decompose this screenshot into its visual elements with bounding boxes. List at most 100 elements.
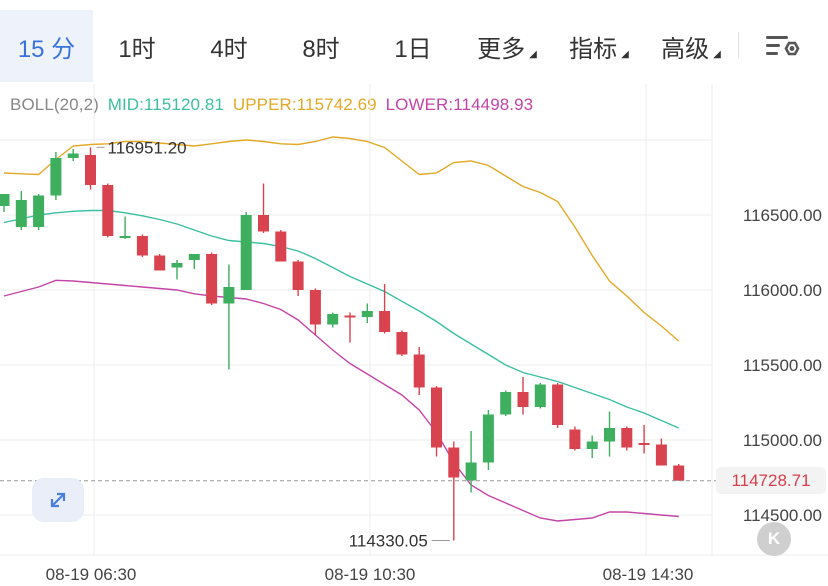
boll-upper-line [3,136,680,342]
chart-settings-icon[interactable] [762,30,802,64]
candle-body [673,465,685,481]
tab-label: 高级 [661,35,710,63]
candle-up [534,383,546,409]
y-axis-tick-label: 115000.00 [743,431,822,450]
candle-body [361,311,373,317]
candle-up [50,152,62,200]
candle-down [309,288,321,335]
tab-label: 4时 [210,35,248,63]
tab-advanced[interactable]: 高级 ◢ [650,10,732,82]
candlestick-chart[interactable]: 116951.20 114330.05 116500.00 116000.00 115… [0,84,828,586]
tab-label: 1日 [394,35,432,63]
candle-down [552,383,564,428]
candle-body [431,387,442,448]
candle-body [621,428,633,448]
tab-indicators[interactable]: 指标 ◢ [558,10,640,82]
candle-up [604,411,615,457]
candle-body [500,392,512,415]
boll-lower-line [3,279,679,522]
candle-up [188,254,200,269]
candle-body [569,429,581,449]
candle-body [171,263,183,268]
candle-down [102,183,114,238]
tab-4h[interactable]: 4时 [192,10,266,82]
candle-down [655,438,667,466]
chart-axes: 116500.00 116000.00 115500.00 115000.00 1145… [46,206,822,584]
candle-up [240,212,252,290]
tab-divider [738,32,739,58]
candle-down [396,330,408,356]
candle-down [673,464,685,481]
candle-down [569,426,581,451]
candle-body [586,441,598,449]
candle-down [621,426,633,451]
candle-body [15,200,27,227]
candle-down [379,284,391,334]
tab-8h[interactable]: 8时 [284,10,358,82]
chart-overlays: 116951.20 114330.05 [0,138,716,550]
tab-1h[interactable]: 1时 [100,10,174,82]
chart-grid [0,84,828,556]
boll-label: BOLL(20,2) [10,95,99,114]
candle-body [67,153,79,158]
boll-upper-value: UPPER:115742.69 [232,95,377,114]
y-axis-tick-label: 114500.00 [743,506,822,525]
k-line-button[interactable]: K [757,522,791,556]
candle-down [85,147,96,190]
tab-1d[interactable]: 1日 [376,10,450,82]
tab-more[interactable]: 更多 ◢ [466,10,548,82]
candle-up [15,191,27,230]
candle-up [223,264,235,370]
candle-down [206,252,218,305]
high-price-label: 116951.20 [108,138,187,157]
candle-down [431,386,442,457]
candle-body [517,392,529,407]
candle-down [448,441,460,541]
candle-down [292,260,304,296]
candle-body [223,287,235,304]
candle-body [136,236,148,256]
tab-label: 指标 [569,35,618,63]
candle-up [67,149,79,161]
tab-label: 8时 [302,35,340,63]
expand-button[interactable] [32,478,84,522]
candle-body [552,384,564,425]
candle-up [361,303,373,323]
tab-label: 更多 [477,35,526,63]
candle-down [517,377,529,415]
candle-up [171,260,183,280]
y-axis-tick-label: 116500.00 [743,206,822,225]
candle-body [448,447,460,478]
tab-label: 15 分 [17,35,76,63]
timeframe-tabs: 15 分 1时 4时 8时 1日 更多 ◢ 指标 ◢ 高级 ◢ [0,0,828,84]
candle-body [604,428,615,442]
dropdown-caret-icon: ◢ [621,48,629,60]
candle-body [482,414,494,463]
candle-down [275,230,287,262]
candle-body [258,215,269,232]
candle-down [638,425,650,454]
candle-body [413,354,425,388]
low-price-label: 114330.05 [349,531,428,550]
candle-up [500,390,512,416]
boll-mid-line [3,209,679,429]
candle-body [102,185,114,236]
candle-down [258,183,269,233]
candle-body [534,384,546,407]
dropdown-caret-icon: ◢ [713,48,721,60]
candle-body [154,255,166,271]
last-price-tag: 114728.71 [716,467,826,494]
tab-15min[interactable]: 15 分 [0,10,93,82]
candle-body [0,194,10,206]
candle-body [396,332,408,355]
boll-legend: BOLL(20,2) MID:115120.81 UPPER:115742.69… [10,95,537,115]
candle-body [292,261,304,290]
candle-body [50,158,62,196]
tab-label: 1时 [118,35,156,63]
candle-body [33,195,45,227]
y-axis-tick-label: 116000.00 [743,281,822,300]
boll-mid-value: MID:115120.81 [107,95,225,114]
candle-body [379,311,391,332]
candle-body [655,444,667,466]
y-axis-tick-label: 115500.00 [743,356,822,375]
